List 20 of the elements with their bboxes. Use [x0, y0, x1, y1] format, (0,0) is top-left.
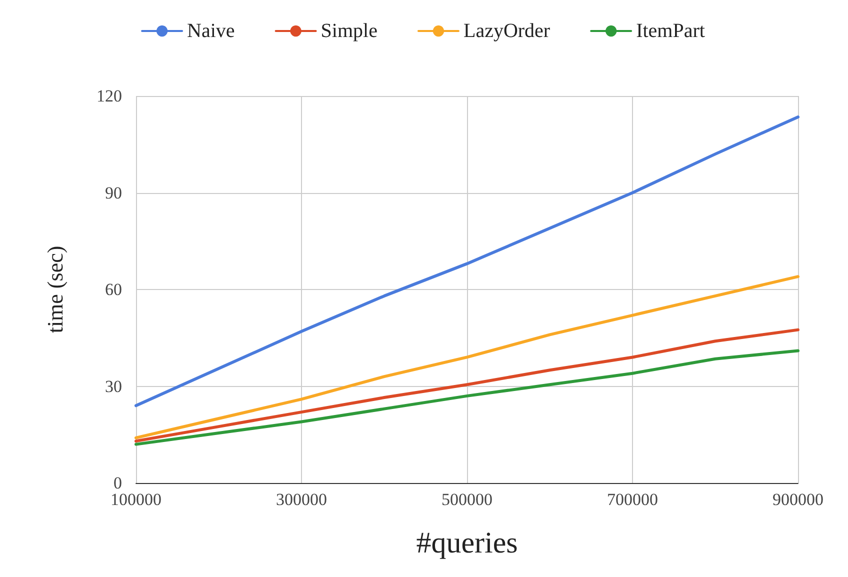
legend-label: Naive	[187, 20, 235, 42]
x-tick-label: 900000	[772, 490, 824, 509]
legend-label: Simple	[320, 20, 378, 42]
y-tick-label: 60	[105, 280, 122, 299]
x-tick-label: 300000	[276, 490, 327, 509]
y-tick-label: 90	[105, 183, 122, 202]
y-tick-label: 30	[105, 376, 122, 396]
line-series	[134, 349, 800, 446]
x-tick-label: 100000	[110, 490, 162, 509]
x-axis-title: #queries	[416, 526, 518, 560]
y-tick-label: 0	[114, 474, 122, 492]
line-series	[134, 275, 800, 440]
x-tick-label: 700000	[607, 490, 658, 509]
legend-label: ItemPart	[636, 20, 706, 42]
x-tick-label: 500000	[442, 490, 492, 509]
y-axis-title: time (sec)	[42, 246, 68, 334]
y-tick-label: 120	[96, 86, 122, 106]
line-series	[134, 115, 800, 408]
legend-label: LazyOrder	[463, 20, 550, 42]
line-series	[134, 328, 800, 443]
